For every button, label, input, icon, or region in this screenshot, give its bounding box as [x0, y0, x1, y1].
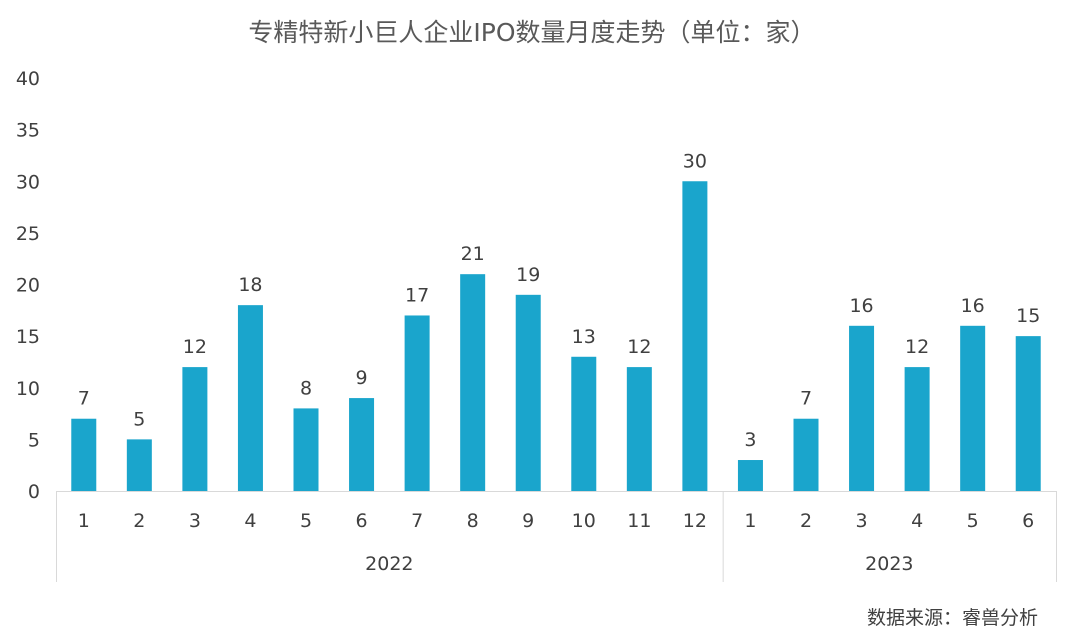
data-label: 7 [800, 388, 812, 410]
x-tick-label: 9 [522, 510, 534, 532]
x-tick-label: 5 [967, 510, 979, 532]
data-label: 12 [905, 336, 929, 358]
data-label: 9 [356, 367, 368, 389]
data-label: 12 [627, 336, 651, 358]
y-tick-label: 25 [16, 223, 40, 245]
x-tick-label: 3 [189, 510, 201, 532]
y-tick-label: 35 [16, 120, 40, 142]
bar [1015, 336, 1041, 491]
bar [626, 367, 652, 491]
bar [682, 181, 708, 491]
x-tick-label: 12 [683, 510, 707, 532]
y-tick-label: 15 [16, 326, 40, 348]
x-tick-label: 1 [78, 510, 90, 532]
y-tick-label: 5 [28, 429, 40, 451]
y-axis: 0 5 10 15 20 25 30 35 40 [16, 68, 40, 503]
x-tick-label: 6 [356, 510, 368, 532]
bars [71, 181, 1041, 491]
bar [182, 367, 208, 491]
bar [849, 325, 875, 491]
bar [293, 408, 319, 491]
data-label: 16 [961, 295, 985, 317]
data-labels: 7 5 12 18 8 9 17 21 19 13 12 30 3 7 16 12 16 15 [78, 150, 1041, 451]
data-label: 30 [683, 150, 707, 172]
data-label: 17 [405, 284, 429, 306]
y-tick-label: 20 [16, 275, 40, 297]
x-tick-label: 2 [133, 510, 145, 532]
bar [404, 315, 430, 491]
data-label: 13 [572, 326, 596, 348]
x-tick-label: 11 [627, 510, 651, 532]
x-tick-label: 1 [744, 510, 756, 532]
bar [237, 305, 263, 491]
data-label: 16 [849, 295, 873, 317]
x-tick-label: 10 [572, 510, 596, 532]
bar [904, 367, 930, 491]
x-tick-label: 5 [300, 510, 312, 532]
x-tick-label: 6 [1022, 510, 1034, 532]
bar [793, 418, 819, 491]
x-tick-label: 2 [800, 510, 812, 532]
year-label: 2022 [365, 553, 413, 575]
data-label: 21 [461, 243, 485, 265]
data-label: 15 [1016, 305, 1040, 327]
x-tick-label: 7 [411, 510, 423, 532]
year-label: 2023 [865, 553, 913, 575]
y-tick-label: 10 [16, 378, 40, 400]
data-label: 7 [78, 388, 90, 410]
x-tick-label: 3 [856, 510, 868, 532]
data-label: 3 [744, 429, 756, 451]
bar [515, 294, 541, 491]
data-label: 18 [238, 274, 262, 296]
bar [349, 398, 375, 491]
y-tick-label: 30 [16, 171, 40, 193]
x-tick-label: 4 [911, 510, 923, 532]
x-tick-label: 8 [467, 510, 479, 532]
bar [737, 460, 763, 491]
data-label: 12 [183, 336, 207, 358]
y-tick-label: 0 [28, 481, 40, 503]
chart-title: 专精特新小巨人企业IPO数量月度走势（单位：家） [248, 18, 815, 47]
bar [126, 439, 152, 491]
bar [460, 274, 486, 491]
bar [71, 418, 97, 491]
source-note: 数据来源：睿兽分析 [867, 607, 1038, 629]
bar [571, 356, 597, 491]
data-label: 5 [133, 408, 145, 430]
x-tick-label: 4 [244, 510, 256, 532]
bar [960, 325, 986, 491]
data-label: 8 [300, 377, 312, 399]
y-tick-label: 40 [16, 68, 40, 90]
data-label: 19 [516, 264, 540, 286]
